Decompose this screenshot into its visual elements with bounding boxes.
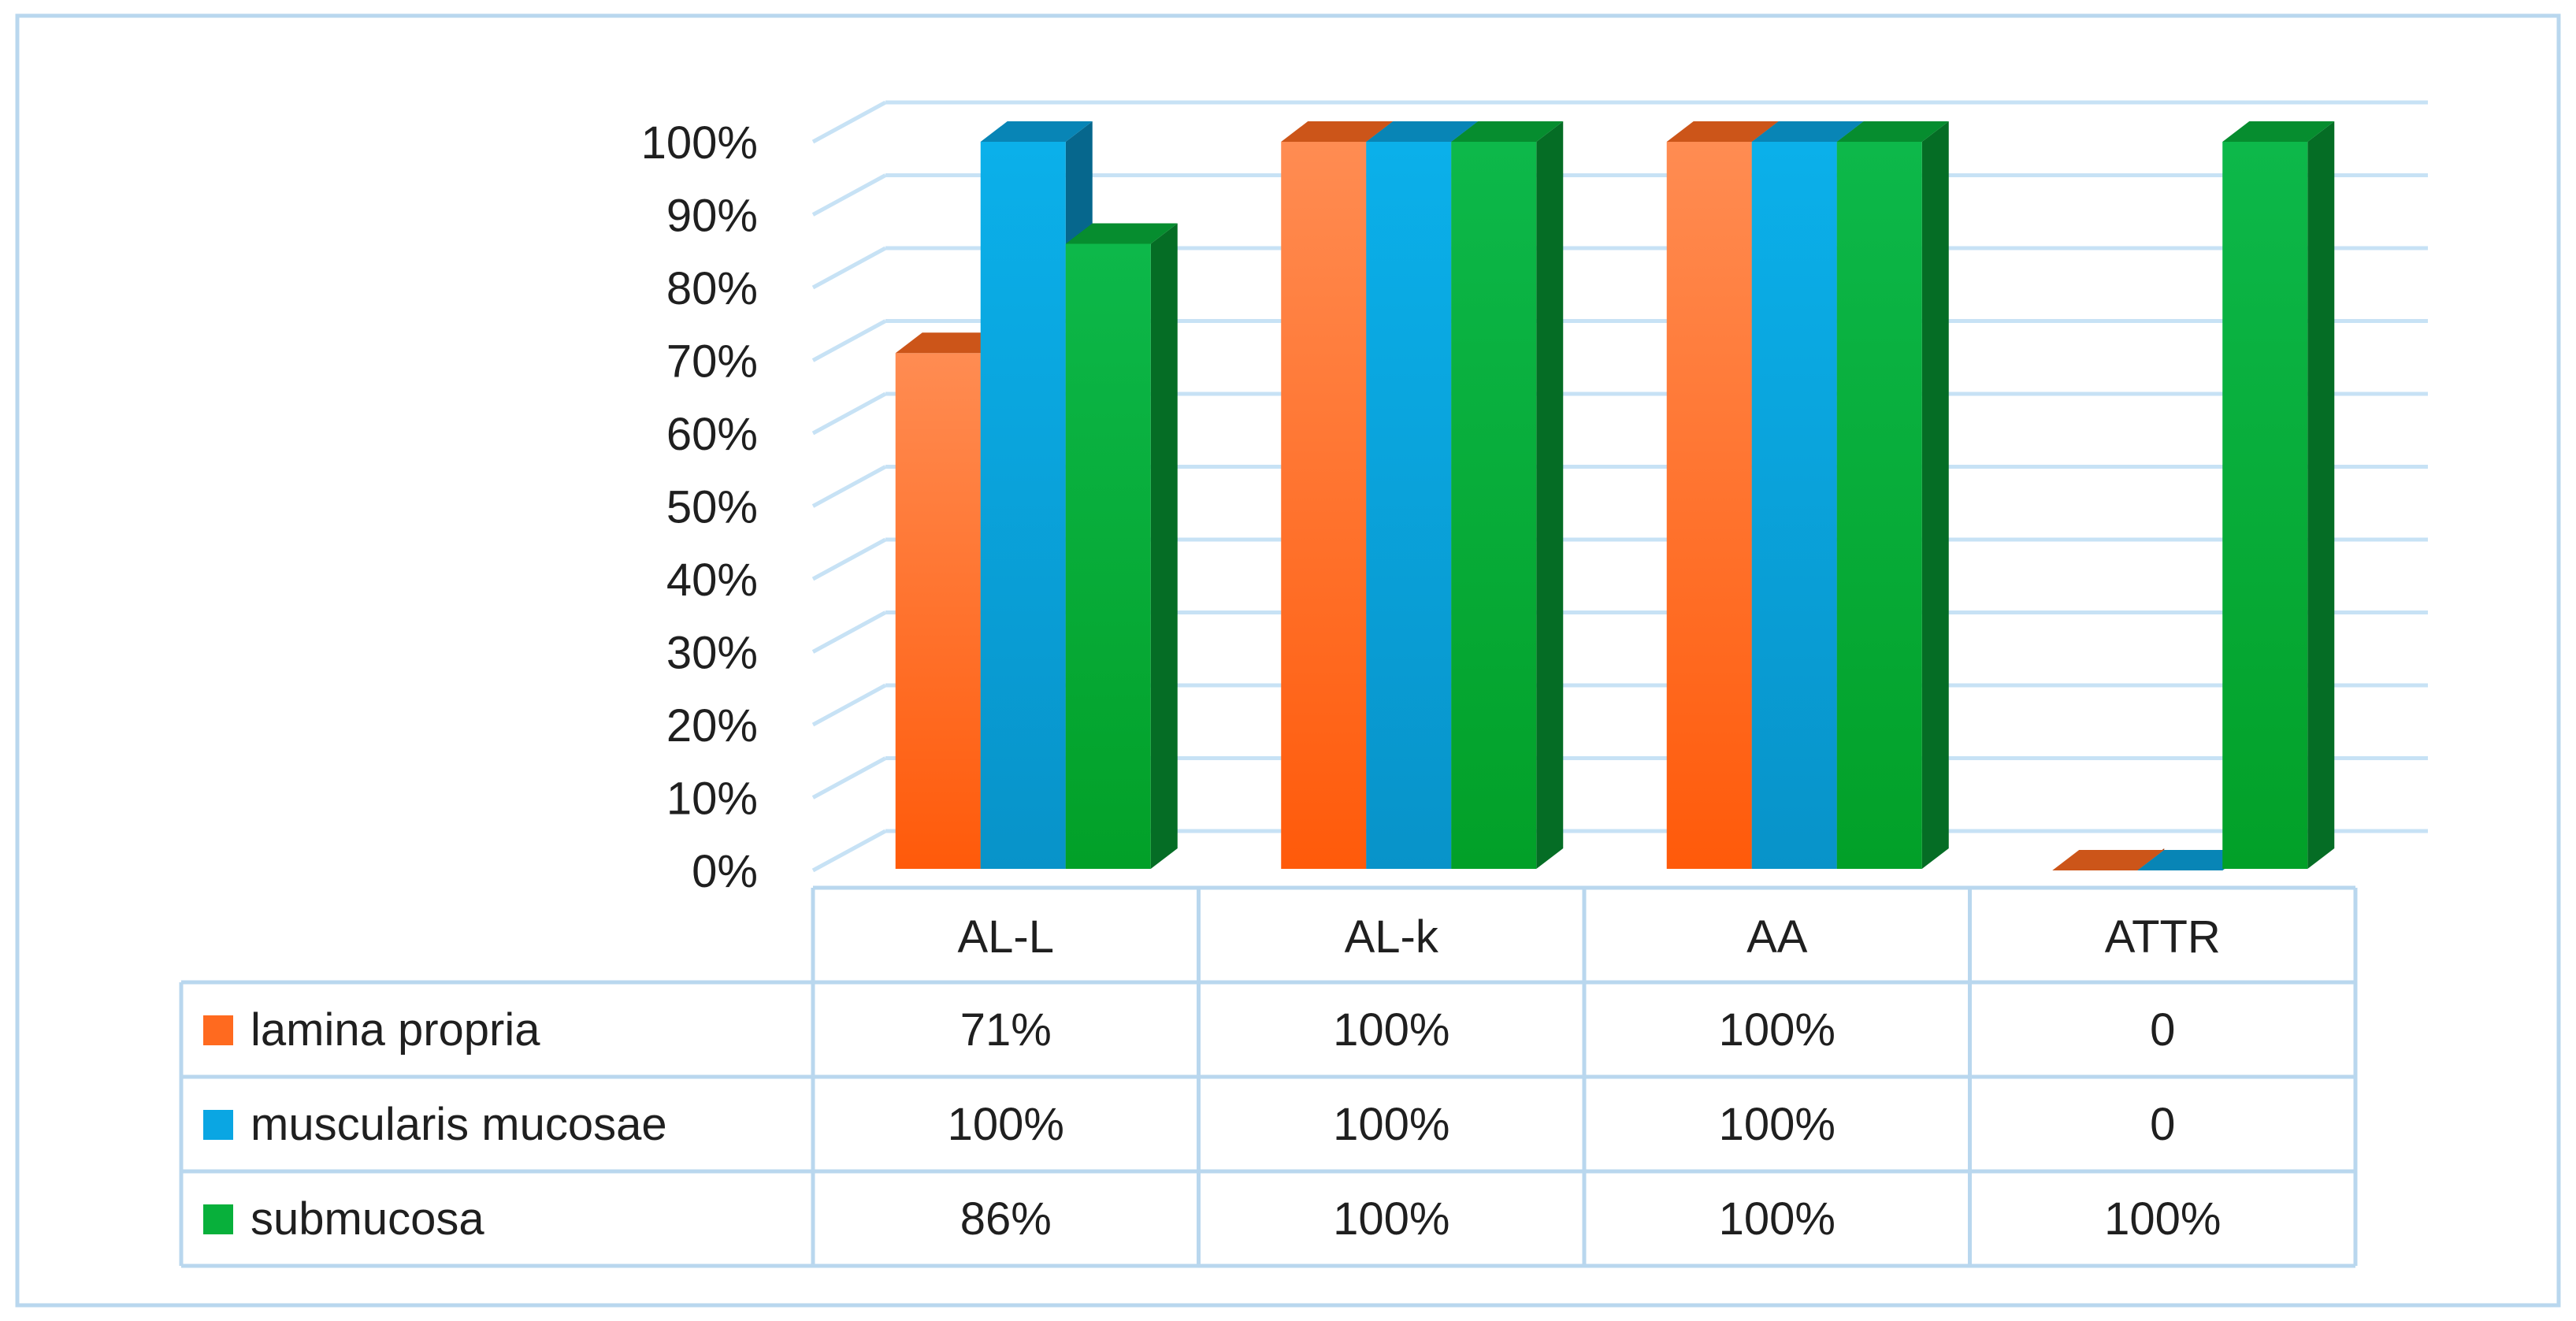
table-cell-value: 100% [2104,1193,2221,1245]
legend-key [203,1110,233,1140]
series-label: submucosa [251,1193,484,1245]
bar [980,142,1066,869]
y-tick-label: 70% [666,336,758,388]
y-tick-label: 20% [666,700,758,751]
bar [1751,142,1837,869]
gridline-depth [811,319,887,362]
bar-top [1836,121,1949,142]
table-cell-value: 0 [2150,1004,2175,1056]
bars [895,121,2335,870]
bar-top [1065,223,1178,244]
table-cell-value: 100% [1333,1004,1449,1056]
table-cell-value: 0 [2150,1099,2175,1150]
bar [1281,142,1367,869]
table-cell-value: 100% [1719,1004,1835,1056]
table-cell-value: 100% [1719,1193,1835,1245]
bar [1836,142,1922,869]
bar [1065,243,1151,869]
gridline-depth [811,610,887,654]
bar-top [980,121,1093,142]
y-axis-ticks: 0% 10% 20% 30% 40% 50% 60% 70% 80% 90% 100% [641,117,758,897]
y-tick-label: 80% [666,263,758,314]
y-tick-label: 90% [666,191,758,242]
table-cell-value: 100% [948,1099,1064,1150]
outer-border [15,13,2561,1308]
series-label: lamina propria [251,1004,540,1056]
gridline-depth [811,683,887,727]
y-tick-label: 10% [666,774,758,825]
bar-side [1921,121,1949,869]
gridline-depth [811,100,887,144]
gridline-depth [811,756,887,800]
bar-side [2307,121,2335,869]
bar [1666,142,1752,869]
bar-top [1666,121,1779,142]
gridline-depth [811,829,887,873]
bar-top [895,332,1008,354]
table-cell-value: 71% [960,1004,1052,1056]
y-tick-label: 100% [641,117,758,169]
table-cell-value: 100% [1333,1099,1449,1150]
gridline-depth [811,465,887,508]
category-label: ATTR [2105,911,2221,963]
bar-top [1451,121,1564,142]
gridline-depth [811,537,887,581]
bar [895,353,981,869]
y-tick-label: 30% [666,628,758,679]
bar-top [2222,121,2335,142]
bar-top [2052,850,2165,870]
y-tick-label: 60% [666,409,758,460]
bar-top [2137,850,2250,870]
bar [2222,142,2308,869]
y-tick-label: 40% [666,555,758,606]
data-table: AL-L AL-k AA ATTR lamina propria 71% 100% 100% 0… [179,885,2358,1268]
gridline-depth [811,391,887,436]
bar [1366,142,1452,869]
bar [1451,142,1537,869]
category-label: AL-k [1345,911,1439,963]
gridline-depth [811,173,887,217]
legend-key [203,1015,233,1045]
table-cell-value: 100% [1333,1193,1449,1245]
bar-top [1281,121,1394,142]
bar-side [1150,223,1178,869]
bar-side [1536,121,1564,869]
y-tick-label: 50% [666,482,758,533]
category-label: AA [1746,911,1808,963]
legend-key [203,1204,233,1234]
table-cell-value: 86% [960,1193,1052,1245]
series-label: muscularis mucosae [251,1099,667,1150]
y-tick-label: 0% [692,846,758,897]
category-label: AL-L [957,911,1054,963]
bar-top [1366,121,1479,142]
table-cell-value: 100% [1719,1099,1835,1150]
bar-top [1751,121,1864,142]
gridline-depth [811,246,887,290]
